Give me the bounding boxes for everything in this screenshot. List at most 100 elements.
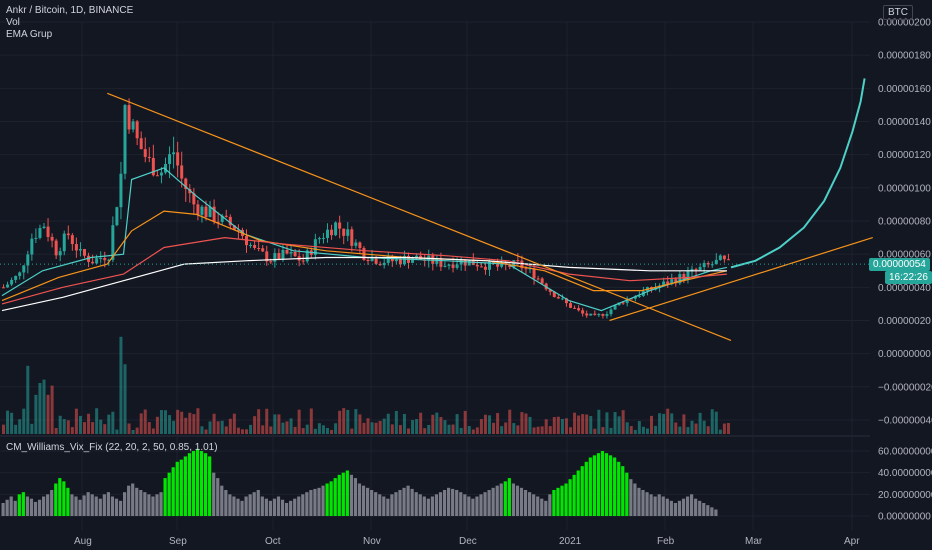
- vix-fix-bar: [224, 490, 228, 516]
- volume-bar: [415, 419, 419, 434]
- candle-body: [443, 265, 447, 267]
- vix-fix-bar: [536, 496, 540, 516]
- vix-fix-bar: [216, 478, 220, 516]
- vix-fix-bar: [309, 490, 313, 516]
- vix-fix-bar: [600, 451, 605, 516]
- volume-bar: [569, 427, 572, 434]
- vix-fix-bar: [333, 478, 337, 516]
- candle-body: [698, 267, 702, 271]
- volume-bar: [431, 414, 435, 434]
- vix-fix-bar: [357, 483, 362, 516]
- currency-button[interactable]: BTC: [883, 5, 913, 20]
- volume-legend[interactable]: Vol: [6, 17, 20, 28]
- candle-body: [103, 257, 107, 261]
- volume-bar: [188, 412, 192, 434]
- vix-fix-bar: [42, 496, 46, 516]
- candle-body: [257, 247, 261, 249]
- projection-curve: [730, 78, 866, 269]
- volume-bar: [597, 409, 601, 434]
- candle-body: [467, 260, 471, 266]
- vix-fix-bar: [580, 466, 584, 516]
- candle-body: [508, 264, 512, 267]
- vix-fix-bar: [447, 487, 451, 516]
- vix-fix-bar: [171, 467, 175, 516]
- candle-body: [540, 278, 544, 284]
- candle-body: [581, 310, 585, 314]
- volume-bar: [321, 425, 325, 434]
- vix-fix-histogram: [1, 448, 718, 516]
- price-axis-tick: 0.00000040: [878, 283, 931, 294]
- volume-bar: [508, 409, 512, 434]
- candle-body: [686, 271, 690, 280]
- volume-bar: [107, 414, 111, 434]
- candle-body: [305, 250, 309, 262]
- volume-bar: [390, 424, 394, 434]
- candle-body: [14, 275, 18, 280]
- time-axis-tick: 2021: [559, 536, 582, 547]
- volume-bar: [42, 379, 46, 434]
- price-axis-tick: −0.00000020: [878, 382, 932, 393]
- time-axis-tick: Apr: [844, 536, 860, 547]
- price-axis-tick: 0.00000020: [878, 316, 931, 327]
- vix-fix-bar: [665, 498, 669, 516]
- symbol-legend[interactable]: Ankr / Bitcoin, 1D, BINANCE: [6, 5, 134, 16]
- volume-bar: [540, 426, 544, 434]
- price-axis-tick: 0.00000120: [878, 150, 931, 161]
- volume-bar: [164, 410, 167, 434]
- volume-bar: [22, 408, 26, 434]
- volume-bar: [18, 419, 22, 434]
- volume-bar: [10, 412, 14, 434]
- price-axis-tick: 0.00000000: [878, 349, 931, 360]
- vix-fix-bar: [361, 485, 366, 516]
- candle-body: [516, 260, 520, 262]
- vix-fix-bar: [143, 492, 147, 516]
- vix-fix-bar: [576, 470, 580, 516]
- vix-fix-bar: [572, 474, 576, 516]
- vix-fix-bar: [370, 490, 374, 516]
- volume-bar: [589, 415, 593, 434]
- volume-bar: [617, 416, 621, 434]
- volume-bar: [334, 423, 338, 434]
- volume-bar: [228, 418, 232, 434]
- candle-body: [674, 279, 678, 284]
- candle-body: [192, 193, 196, 205]
- vix-fix-bar: [714, 509, 718, 516]
- vix-fix-bar: [645, 492, 649, 516]
- volume-bar: [200, 426, 204, 434]
- candle-body: [176, 152, 180, 166]
- candle-body: [91, 261, 95, 264]
- ema-legend[interactable]: EMA Grup: [6, 29, 53, 40]
- vix-fix-bar: [325, 483, 329, 516]
- volume-bar: [467, 425, 471, 434]
- vix-fix-bar: [98, 498, 102, 516]
- volume-bar: [204, 429, 208, 434]
- volume-bar: [439, 417, 443, 434]
- vix-fix-legend[interactable]: CM_Williams_Vix_Fix (22, 20, 2, 50, 0.85…: [6, 442, 218, 453]
- candle-body: [613, 305, 617, 310]
- volume-bar: [682, 414, 686, 434]
- candle-body: [593, 313, 597, 315]
- volume-bar: [504, 422, 508, 434]
- volume-bar: [180, 411, 184, 434]
- vix-fix-bar: [459, 492, 463, 516]
- ema-line-1: [1, 210, 728, 302]
- vix-fix-bar: [337, 474, 341, 516]
- candle-body: [253, 244, 257, 248]
- candle-body: [411, 258, 415, 263]
- vix-fix-bar: [135, 487, 139, 516]
- vix-fix-bar: [641, 490, 645, 516]
- candle-body: [597, 314, 601, 316]
- volume-bar: [694, 423, 698, 434]
- volume-bar: [99, 419, 103, 434]
- vix-fix-bar: [82, 495, 86, 516]
- volume-bar: [398, 425, 402, 434]
- candle-body: [625, 298, 629, 304]
- candle-body: [512, 260, 516, 267]
- vix-fix-bar: [94, 496, 98, 516]
- vix-fix-bar: [467, 496, 471, 516]
- candle-body: [99, 257, 103, 259]
- candle-body: [200, 206, 204, 215]
- volume-bar: [330, 429, 334, 434]
- volume-bar: [475, 427, 479, 434]
